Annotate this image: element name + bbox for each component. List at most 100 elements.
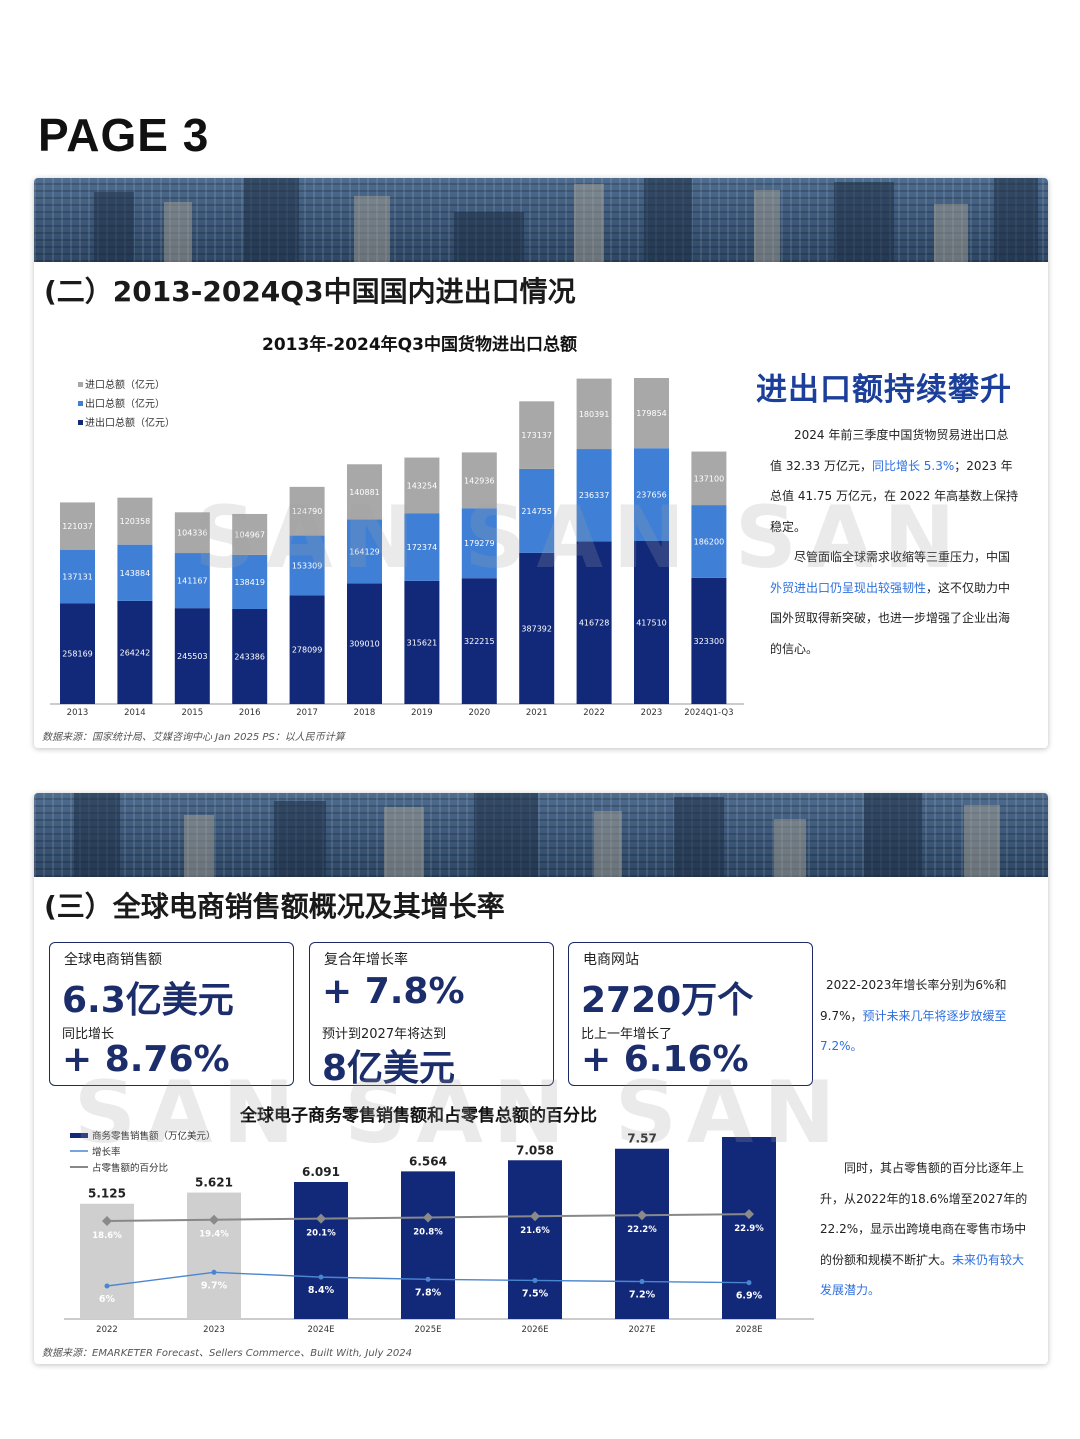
bar-segment (60, 603, 95, 704)
share-label: 20.1% (306, 1229, 336, 1239)
bar-segment (60, 502, 95, 550)
tick-label: 2027E (628, 1325, 655, 1335)
bar-segment (404, 580, 440, 704)
bar-segment (347, 519, 382, 584)
data-label: 121037 (62, 522, 93, 531)
data-label: 137100 (694, 474, 725, 483)
bar-segment (691, 577, 727, 704)
data-label: 120358 (120, 517, 151, 526)
body-text: ，这不仅助力中国外贸取得新突破，也进一步增强了企业出海的信心。 (770, 580, 1011, 656)
body-text: 同时，其占零售额的百分比逐年上升，从2022年的18.6%增至2027年的22.… (820, 1161, 1028, 1267)
bar-segment (634, 378, 669, 449)
share-point (316, 1213, 326, 1224)
kpi-value: 6.3亿美元 (62, 980, 234, 1021)
tick-label: 2026E (521, 1325, 548, 1335)
bar-segment (117, 497, 153, 545)
share-point (209, 1214, 219, 1225)
legend-label: 进口总额（亿元） (85, 378, 165, 391)
bar-segment (289, 595, 325, 704)
tick-label: 2023 (641, 708, 663, 718)
data-label: 180391 (579, 410, 610, 419)
bar-segment (519, 552, 555, 704)
data-label: 6.564 (409, 1154, 447, 1168)
legend-label: 增长率 (92, 1146, 121, 1158)
data-label: 264242 (120, 648, 151, 657)
kpi-value: 2720万个 (581, 980, 754, 1021)
bar-segment (232, 513, 268, 555)
data-label: 104336 (177, 529, 208, 538)
bar-segment (634, 541, 669, 704)
tick-label: 2024Q1-Q3 (684, 708, 733, 718)
tick-label: 2021 (526, 708, 548, 718)
bar-segment (289, 486, 325, 536)
share-point (423, 1212, 433, 1223)
data-label: 387392 (521, 624, 552, 633)
highlight-text: 预计未来几年将逐步放缓至7.2%。 (820, 1008, 1007, 1054)
legend-swatch (78, 382, 83, 387)
body-text: 2024 年前三季度中国货物贸易进出口总值 32.33 万亿元， (770, 428, 1009, 473)
bar-segment (519, 401, 555, 469)
legend-swatch (78, 401, 83, 406)
data-label: 137131 (62, 572, 93, 581)
tick-label: 2022 (96, 1325, 118, 1335)
side-paragraph: 2024 年前三季度中国货物贸易进出口总值 32.33 万亿元，同比增长 5.3… (770, 420, 1020, 542)
bar-segment (117, 544, 153, 601)
data-label: 143254 (407, 482, 438, 491)
data-source: 数据来源：国家统计局、艾媒咨询中心 Jan 2025 PS：以人民币计算 (42, 732, 345, 743)
body-text: ；2023 年总值 41.75 万亿元，在 2022 年高基数上保持稳定。 (770, 458, 1019, 534)
chart-title: 2013年-2024年Q3中国货物进出口总额 (262, 335, 577, 355)
data-label: 142936 (464, 476, 495, 485)
tick-label: 2016 (239, 708, 261, 718)
tick-label: 2023 (203, 1325, 225, 1335)
data-label: 214755 (521, 507, 552, 516)
tick-label: 2025E (414, 1325, 441, 1335)
data-label: 417510 (636, 619, 667, 628)
bar-segment (691, 451, 727, 506)
data-source: 数据来源：EMARKETER Forecast、Sellers Commerce… (42, 1348, 413, 1359)
side-paragraph: 尽管面临全球需求收缩等三重压力，中国外贸进出口仍呈现出较强韧性，这不仅助力中国外… (770, 542, 1020, 664)
data-label: 6.091 (302, 1165, 340, 1179)
side-text: 2024 年前三季度中国货物贸易进出口总值 32.33 万亿元，同比增长 5.3… (770, 420, 1020, 664)
growth-point (532, 1277, 538, 1283)
bar-segment (117, 600, 153, 704)
bar (294, 1182, 348, 1319)
bar-segment (576, 378, 612, 450)
bar-segment (461, 578, 497, 704)
data-label: 143884 (120, 569, 151, 578)
tick-label: 2019 (411, 708, 433, 718)
kpi-card-sites: 电商网站 2720万个 比上一年增长了 + 6.16% (568, 942, 813, 1086)
growth-point (211, 1269, 217, 1275)
side-paragraph: 同时，其占零售额的百分比逐年上升，从2022年的18.6%增至2027年的22.… (820, 1153, 1032, 1306)
growth-label: 7.2% (629, 1290, 656, 1301)
growth-label: 6% (99, 1294, 116, 1305)
body-text: 2022-2023年增长率分别为6%和9.7%， (820, 978, 1007, 1023)
kpi-sub-value: + 6.16% (581, 1039, 749, 1080)
data-label: 138419 (234, 578, 265, 587)
watermark: SAN SAN SAN (194, 488, 966, 588)
data-label: 309010 (349, 640, 380, 649)
chart-title: 全球电子商务零售销售额和占零售总额的百分比 (240, 1106, 597, 1126)
kpi-sub-value: 8亿美元 (322, 1048, 456, 1089)
bar-segment (232, 608, 268, 704)
data-label: 141167 (177, 577, 208, 586)
bar-segment (174, 608, 210, 704)
data-label: 7.57 (627, 1132, 657, 1146)
data-label: 7.058 (516, 1143, 554, 1157)
data-label: 140881 (349, 488, 380, 497)
bar-segment (691, 505, 727, 578)
bar-segment (404, 457, 440, 514)
data-label: 104967 (234, 530, 265, 539)
data-label: 315621 (407, 638, 438, 647)
highlight-text: 外贸进出口仍呈现出较强韧性 (770, 580, 927, 595)
tick-label: 2017 (296, 708, 318, 718)
data-label: 236337 (579, 491, 610, 500)
tick-label: 2022 (583, 708, 605, 718)
legend-label: 出口总额（亿元） (85, 397, 165, 410)
legend-swatch (78, 420, 83, 425)
growth-label: 6.9% (736, 1291, 763, 1302)
page-label: PAGE 3 (38, 109, 210, 161)
kpi-card-cagr: 复合年增长率 + 7.8% 预计到2027年将达到 8亿美元 (309, 942, 554, 1089)
tick-label: 2024E (307, 1325, 334, 1335)
data-label: 5.621 (195, 1176, 233, 1190)
data-label: 258169 (62, 650, 93, 659)
